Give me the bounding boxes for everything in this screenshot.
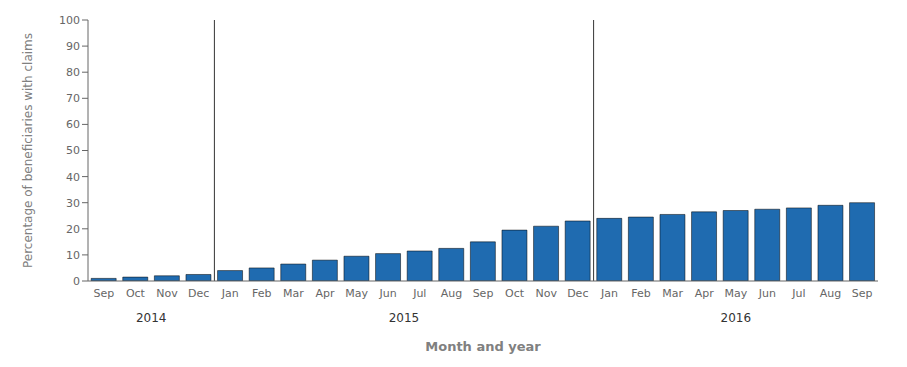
svg-text:70: 70 [66,92,80,105]
svg-text:Nov: Nov [535,287,557,300]
svg-text:Jun: Jun [758,287,776,300]
svg-text:50: 50 [66,144,80,157]
svg-text:Jan: Jan [600,287,618,300]
svg-text:Mar: Mar [283,287,304,300]
svg-text:Aug: Aug [441,287,462,300]
svg-text:40: 40 [66,171,80,184]
svg-text:Jun: Jun [379,287,397,300]
svg-text:60: 60 [66,118,80,131]
svg-text:2015: 2015 [389,311,420,325]
svg-text:100: 100 [59,14,80,27]
svg-text:Jul: Jul [412,287,426,300]
svg-text:May: May [724,287,747,300]
svg-text:Dec: Dec [188,287,209,300]
svg-text:Apr: Apr [695,287,715,300]
svg-text:May: May [345,287,368,300]
svg-text:Apr: Apr [315,287,335,300]
svg-text:Jan: Jan [221,287,239,300]
svg-text:80: 80 [66,66,80,79]
svg-text:Nov: Nov [156,287,178,300]
svg-text:Sep: Sep [93,287,114,300]
svg-text:Aug: Aug [820,287,841,300]
svg-text:Oct: Oct [505,287,525,300]
svg-text:Oct: Oct [126,287,146,300]
svg-text:Jul: Jul [791,287,805,300]
svg-text:10: 10 [66,249,80,262]
svg-text:Sep: Sep [473,287,494,300]
svg-text:30: 30 [66,197,80,210]
svg-text:Dec: Dec [567,287,588,300]
svg-text:0: 0 [73,275,80,288]
svg-text:Sep: Sep [852,287,873,300]
svg-text:Feb: Feb [252,287,271,300]
svg-text:20: 20 [66,223,80,236]
svg-text:Percentage of beneficiaries wi: Percentage of beneficiaries with claims [21,33,35,268]
svg-text:Feb: Feb [631,287,650,300]
svg-text:Month and year: Month and year [425,339,541,354]
svg-text:2016: 2016 [721,311,752,325]
svg-text:90: 90 [66,40,80,53]
svg-text:Mar: Mar [662,287,683,300]
svg-text:2014: 2014 [136,311,167,325]
